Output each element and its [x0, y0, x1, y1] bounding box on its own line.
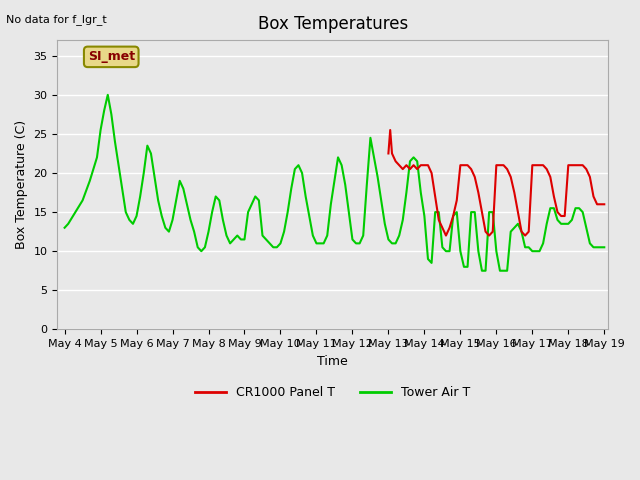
- Y-axis label: Box Temperature (C): Box Temperature (C): [15, 120, 28, 249]
- Text: No data for f_lgr_t: No data for f_lgr_t: [6, 14, 107, 25]
- Legend: CR1000 Panel T, Tower Air T: CR1000 Panel T, Tower Air T: [189, 381, 476, 404]
- Text: SI_met: SI_met: [88, 50, 135, 63]
- X-axis label: Time: Time: [317, 355, 348, 368]
- Title: Box Temperatures: Box Temperatures: [257, 15, 408, 33]
